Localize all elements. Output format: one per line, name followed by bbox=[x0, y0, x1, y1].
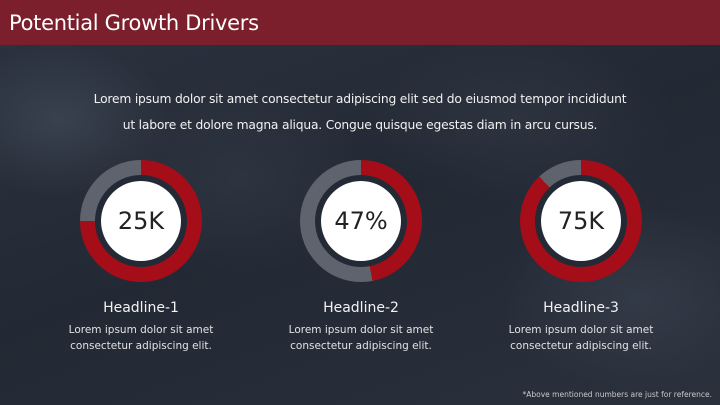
metric-card-2: 47% Headline-2 Lorem ipsum dolor sit ame… bbox=[261, 160, 461, 354]
metric-value: 47% bbox=[321, 181, 401, 261]
metric-card-1: 25K Headline-1 Lorem ipsum dolor sit ame… bbox=[41, 160, 241, 354]
intro-line-1: Lorem ipsum dolor sit amet consectetur a… bbox=[93, 92, 627, 106]
metric-description: Lorem ipsum dolor sit amet consectetur a… bbox=[509, 322, 654, 354]
title-bar: Potential Growth Drivers bbox=[0, 0, 720, 45]
metric-card-3: 75K Headline-3 Lorem ipsum dolor sit ame… bbox=[481, 160, 681, 354]
metric-value: 25K bbox=[101, 181, 181, 261]
metric-value: 75K bbox=[541, 181, 621, 261]
description-line-2: consectetur adipiscing elit. bbox=[70, 340, 212, 352]
description-line-2: consectetur adipiscing elit. bbox=[510, 340, 652, 352]
metric-headline: Headline-3 bbox=[543, 300, 619, 316]
intro-text: Lorem ipsum dolor sit amet consectetur a… bbox=[40, 86, 680, 138]
description-line-1: Lorem ipsum dolor sit amet bbox=[508, 324, 654, 336]
metric-headline: Headline-2 bbox=[323, 300, 399, 316]
intro-line-2: ut labore et dolore magna aliqua. Congue… bbox=[122, 118, 598, 132]
metric-description: Lorem ipsum dolor sit amet consectetur a… bbox=[69, 322, 214, 354]
donut-chart-2: 47% bbox=[300, 160, 422, 282]
description-line-2: consectetur adipiscing elit. bbox=[290, 340, 432, 352]
donut-chart-3: 75K bbox=[520, 160, 642, 282]
description-line-1: Lorem ipsum dolor sit amet bbox=[288, 324, 434, 336]
footnote: *Above mentioned numbers are just for re… bbox=[522, 390, 712, 399]
description-line-1: Lorem ipsum dolor sit amet bbox=[68, 324, 214, 336]
slide-title: Potential Growth Drivers bbox=[9, 10, 259, 35]
metric-description: Lorem ipsum dolor sit amet consectetur a… bbox=[289, 322, 434, 354]
donut-chart-1: 25K bbox=[80, 160, 202, 282]
metric-headline: Headline-1 bbox=[103, 300, 179, 316]
